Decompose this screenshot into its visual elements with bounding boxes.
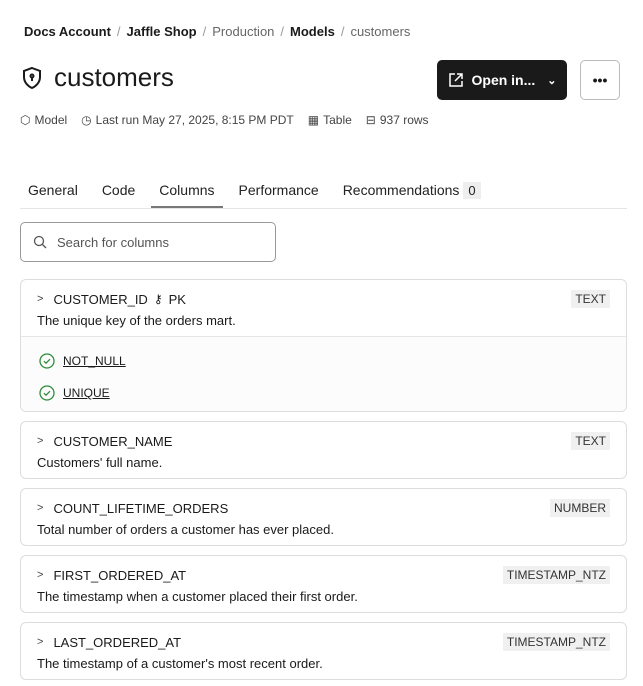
open-in-button[interactable]: Open in... ⌄	[437, 60, 567, 100]
separator: /	[116, 24, 121, 39]
count-badge: 0	[463, 182, 481, 199]
open-in-label: Open in...	[471, 72, 536, 88]
column-search[interactable]: Search for columns	[20, 222, 276, 262]
chevron-right-icon[interactable]: >	[37, 569, 44, 581]
model-meta: ⬡ Model ◷ Last run May 27, 2025, 8:15 PM P…	[20, 113, 429, 127]
column-type: TEXT	[571, 432, 610, 450]
column-card[interactable]: > LAST_ORDERED_AT TIMESTAMP_NTZ The timest…	[20, 622, 627, 680]
materialization: Table	[323, 113, 352, 127]
separator: /	[202, 24, 207, 39]
tab-bar: General Code Columns Performance Recomme…	[20, 180, 627, 209]
check-circle-icon	[39, 353, 55, 369]
test-link[interactable]: UNIQUE	[63, 386, 110, 400]
cube-icon: ⬡	[20, 113, 31, 127]
tab-recommendations[interactable]: Recommendations 0	[335, 180, 489, 208]
resource-type: Model	[34, 113, 68, 127]
tab-performance[interactable]: Performance	[238, 182, 319, 198]
column-type: TEXT	[571, 290, 610, 308]
column-name: COUNT_LIFETIME_ORDERS	[53, 500, 229, 516]
shield-icon	[23, 66, 41, 89]
chevron-right-icon[interactable]: >	[37, 502, 44, 514]
separator: /	[280, 24, 285, 39]
column-name: FIRST_ORDERED_AT	[53, 567, 187, 583]
column-card[interactable]: > COUNT_LIFETIME_ORDERS NUMBER Total numbe…	[20, 488, 627, 546]
last-run: Last run May 27, 2025, 8:15 PM PDT	[95, 113, 294, 127]
chevron-down-icon: ⌄	[547, 74, 557, 87]
column-type: TIMESTAMP_NTZ	[502, 633, 610, 651]
column-description: Total number of orders a customer has ev…	[37, 522, 334, 537]
column-name: CUSTOMER_ID	[53, 291, 148, 307]
tab-general[interactable]: General	[28, 182, 78, 198]
column-tests: NOT_NULL UNIQUE	[21, 336, 626, 411]
clock-icon: ◷	[81, 113, 92, 127]
search-input[interactable]: Search for columns	[57, 234, 169, 250]
column-type: TIMESTAMP_NTZ	[502, 566, 610, 584]
breadcrumb-account[interactable]: Docs Account	[24, 24, 111, 39]
tab-code[interactable]: Code	[101, 182, 136, 198]
breadcrumb-current: customers	[350, 24, 411, 39]
table-icon: ▦	[307, 113, 320, 127]
pk-label: PK	[168, 291, 186, 307]
chevron-right-icon[interactable]: >	[37, 435, 44, 447]
tab-columns[interactable]: Columns	[151, 180, 223, 208]
breadcrumb-project[interactable]: Jaffle Shop	[126, 24, 197, 39]
separator: /	[340, 24, 345, 39]
key-icon: ⚷	[153, 292, 163, 306]
column-type: NUMBER	[549, 499, 610, 517]
tab-label: Recommendations	[342, 182, 460, 198]
column-description: Customers' full name.	[37, 455, 163, 470]
more-options-button[interactable]: •••	[580, 60, 620, 100]
page-title: customers	[54, 62, 174, 92]
test-link[interactable]: NOT_NULL	[63, 354, 126, 368]
search-icon	[33, 235, 47, 249]
chevron-right-icon[interactable]: >	[37, 636, 44, 648]
breadcrumb-models[interactable]: Models	[290, 24, 335, 39]
rows-icon: ⊟	[365, 113, 376, 127]
chevron-right-icon[interactable]: >	[37, 293, 44, 305]
column-description: The timestamp when a customer placed the…	[37, 589, 358, 604]
column-name: CUSTOMER_NAME	[53, 433, 173, 449]
breadcrumb: Docs Account / Jaffle Shop / Production / M…	[24, 24, 410, 39]
check-circle-icon	[39, 385, 55, 401]
column-description: The timestamp of a customer's most recen…	[37, 656, 323, 671]
column-name: LAST_ORDERED_AT	[53, 634, 182, 650]
page-header: customers	[20, 62, 174, 93]
row-count: 937 rows	[379, 113, 429, 127]
breadcrumb-environment[interactable]: Production	[212, 24, 275, 39]
external-link-icon	[448, 73, 463, 87]
column-card[interactable]: > FIRST_ORDERED_AT TIMESTAMP_NTZ The times…	[20, 555, 627, 613]
column-card[interactable]: > CUSTOMER_ID ⚷ PK TEXT The unique key of th…	[20, 279, 627, 412]
column-card[interactable]: > CUSTOMER_NAME TEXT Customers' full name.	[20, 421, 627, 479]
column-description: The unique key of the orders mart.	[37, 313, 236, 328]
